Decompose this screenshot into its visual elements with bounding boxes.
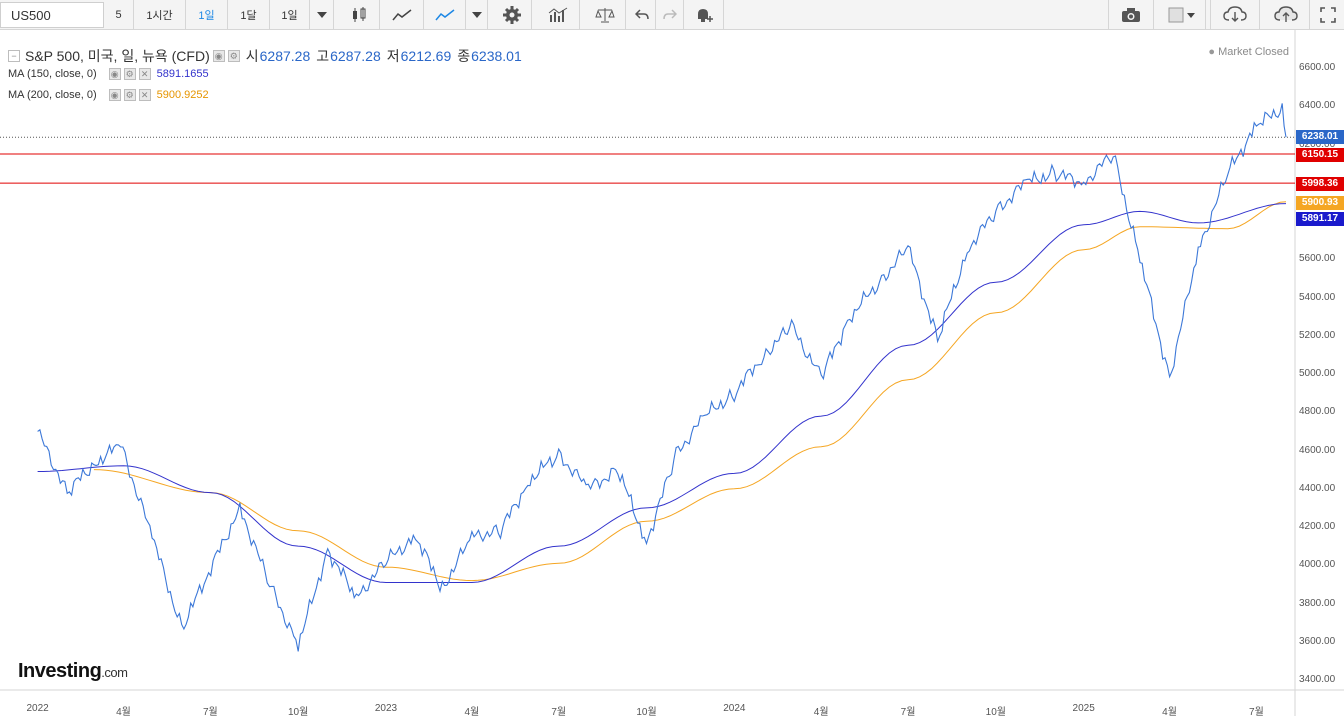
time-axis-label: 7월 [202,707,218,718]
ma200-label: MA (200, close, 0) [8,89,97,101]
time-axis-label: 2025 [1072,703,1095,714]
compare-scale-icon[interactable] [584,0,626,30]
time-axis-label: 2023 [374,703,398,714]
price-axis-label: 6200.00 [1299,138,1336,150]
gear-icon[interactable] [492,0,532,30]
redo-icon[interactable] [656,0,684,30]
range-button[interactable]: 1일 [270,0,310,30]
ma200-line [93,201,1287,582]
time-axis-label: 4월 [813,707,829,718]
ma200-legend: MA (200, close, 0) ◉ ⚙ ✕ 5900.9252 [8,89,209,101]
ma150-settings-icon[interactable]: ⚙ [123,68,136,80]
price-axis-label: 4600.00 [1299,444,1336,456]
interval-1d-button[interactable]: 1일 [186,0,228,30]
price-axis-label: 4200.00 [1299,521,1336,532]
ma200-eye-icon[interactable]: ◉ [108,89,121,101]
interval-1h-button[interactable]: 1시간 [134,0,186,30]
legend-eye-icon[interactable]: ◉ [212,50,225,62]
time-axis-label: 7월 [900,707,916,718]
legend-settings-icon[interactable]: ⚙ [227,50,240,62]
time-axis-label: 10월 [985,707,1007,718]
chart-toolbar: US500 5 1시간 1일 1달 1일 [0,0,1344,30]
undo-icon[interactable] [628,0,656,30]
main-legend: − S&P 500, 미국, 일, 뉴욕 (CFD) ◉ ⚙ 시6287.28 … [8,46,522,66]
ma150-value: 5891.1655 [156,68,209,80]
price-axis-label: 5200.00 [1299,329,1336,341]
chart-type-dropdown-icon[interactable] [466,0,488,30]
last-price-tag: 6238.01 [1296,130,1344,144]
cloud-upload-icon[interactable] [1262,0,1310,30]
time-axis-label: 10월 [636,707,657,718]
camera-icon[interactable] [1108,0,1154,30]
price-axis-label: 5600.00 [1299,253,1336,265]
time-axis-label: 7월 [1249,707,1264,718]
price-axis-label: 6400.00 [1299,100,1336,112]
alert-bell-icon[interactable] [684,0,724,30]
time-axis-label: 2022 [26,703,49,714]
indicators-icon[interactable] [536,0,580,30]
fullscreen-icon[interactable] [1312,0,1344,30]
ma150-close-icon[interactable]: ✕ [138,68,151,80]
price-chart[interactable] [0,30,1344,716]
price-axis-label: 3800.00 [1299,597,1336,609]
price-axis-label: 5400.00 [1299,291,1336,303]
legend-title: S&P 500, 미국, 일, 뉴욕 (CFD) [25,48,210,64]
ma150-label: MA (150, close, 0) [8,68,97,80]
ma200-tag: 5900.93 [1296,196,1344,210]
market-status: ● Market Closed [1208,46,1289,58]
line-chart-icon[interactable] [380,0,424,30]
time-axis-label: 10월 [287,707,309,718]
time-axis-label: 4월 [1162,707,1177,718]
high-value: 고6287.28 [316,48,381,64]
ma150-eye-icon[interactable]: ◉ [108,68,121,80]
low-value: 저6212.69 [386,48,452,64]
interval-5-button[interactable]: 5 [104,0,134,30]
price-axis-label: 5000.00 [1299,368,1336,379]
price-line [37,103,1287,652]
time-axis-label: 4월 [116,707,131,718]
time-axis-label: 4월 [464,707,480,718]
ma150-tag: 5891.17 [1296,212,1344,226]
price-axis-label: 4000.00 [1299,559,1336,571]
resistance-tag-1: 6150.15 [1296,148,1344,162]
ma200-value: 5900.9252 [156,89,209,101]
resistance-tag-2: 5998.36 [1296,177,1344,191]
range-dropdown-icon[interactable] [310,0,334,30]
ma200-close-icon[interactable]: ✕ [138,89,151,101]
time-axis-label: 7월 [551,707,567,718]
ma200-settings-icon[interactable]: ⚙ [123,89,136,101]
price-axis-label: 4400.00 [1299,482,1336,494]
price-axis-label: 3600.00 [1299,635,1336,647]
price-axis-label: 3400.00 [1299,674,1336,685]
ma150-line [37,203,1287,583]
area-chart-icon[interactable] [424,0,466,30]
time-axis-label: 2024 [723,703,746,714]
collapse-icon[interactable]: − [8,50,20,62]
cloud-download-icon[interactable] [1210,0,1260,30]
interval-1m-button[interactable]: 1달 [228,0,270,30]
open-value: 시6287.28 [245,48,311,64]
symbol-input[interactable]: US500 [0,2,104,28]
candlestick-icon[interactable] [338,0,380,30]
price-axis-label: 6600.00 [1299,62,1336,73]
ma150-legend: MA (150, close, 0) ◉ ⚙ ✕ 5891.1655 [8,68,209,80]
price-axis-label: 4800.00 [1299,406,1336,418]
investing-logo: Investing.com [18,660,128,682]
close-value: 종6238.01 [457,48,522,64]
color-box-icon[interactable] [1158,0,1206,30]
